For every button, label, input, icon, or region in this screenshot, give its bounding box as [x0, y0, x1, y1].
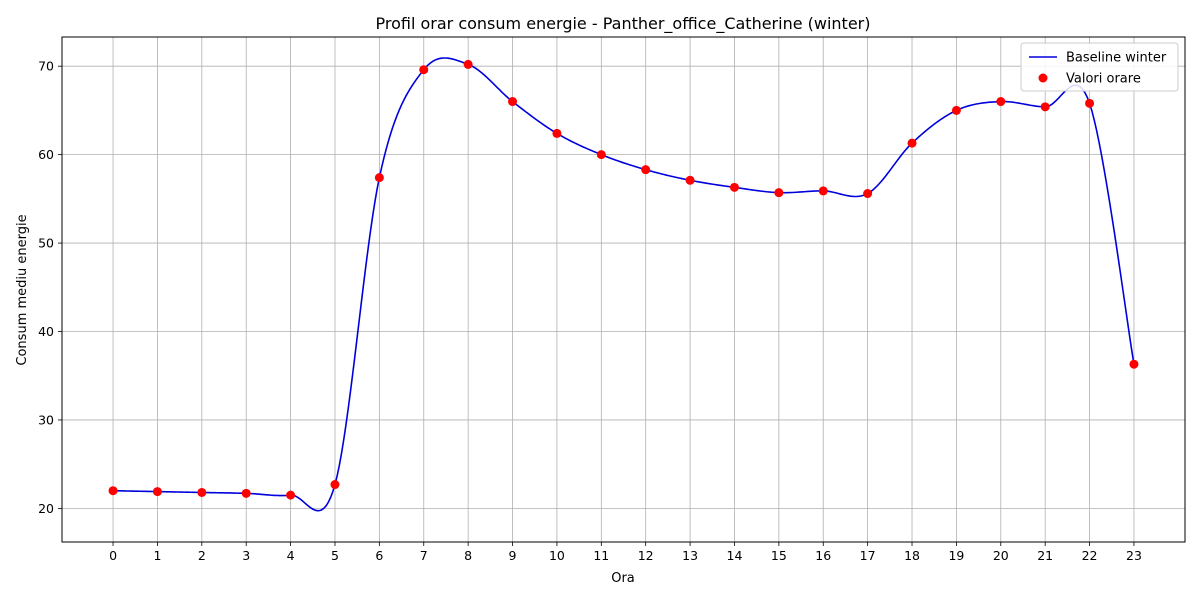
x-tick-label: 23 [1126, 548, 1142, 563]
x-tick-label: 17 [860, 548, 876, 563]
grid [62, 37, 1185, 542]
y-axis: 20 30 40 50 60 70 [38, 59, 62, 516]
data-point [951, 105, 961, 115]
data-point [419, 65, 429, 75]
x-tick-label: 1 [153, 548, 161, 563]
x-tick-label: 21 [1037, 548, 1053, 563]
data-point [774, 188, 784, 198]
legend-label-baseline: Baseline winter [1066, 51, 1167, 66]
x-tick-label: 12 [638, 548, 654, 563]
data-point [729, 182, 739, 192]
y-tick-label: 40 [38, 324, 54, 339]
y-tick-label: 30 [38, 412, 54, 427]
data-point [241, 488, 251, 498]
x-tick-label: 11 [593, 548, 609, 563]
legend-box [1020, 42, 1179, 92]
data-point [685, 175, 695, 185]
data-point [286, 490, 296, 500]
data-point [508, 97, 518, 107]
x-tick-label: 4 [287, 548, 295, 563]
x-axis: 0 1 2 3 4 5 6 7 8 9 10 11 12 13 14 15 16 17 18 19 20 21 22 23 [109, 542, 1142, 563]
plot-frame [61, 36, 1186, 543]
line-layer [113, 57, 1135, 512]
y-tick-label: 60 [38, 147, 54, 162]
legend-point-swatch [1038, 73, 1048, 83]
x-tick-label: 16 [815, 548, 831, 563]
x-tick-label: 22 [1082, 548, 1098, 563]
data-point [152, 487, 162, 497]
baseline-series-line [113, 57, 1135, 512]
x-tick-label: 13 [682, 548, 698, 563]
data-point [907, 138, 917, 148]
data-point [1040, 102, 1050, 112]
x-tick-label: 20 [993, 548, 1009, 563]
x-tick-label: 3 [242, 548, 250, 563]
data-point [374, 173, 384, 183]
x-tick-label: 14 [727, 548, 743, 563]
data-point [1085, 98, 1095, 108]
data-point [330, 480, 340, 490]
scatter-layer [108, 59, 1139, 500]
x-axis-label: Ora [611, 571, 635, 586]
x-tick-label: 18 [904, 548, 920, 563]
y-tick-label: 70 [38, 59, 54, 74]
legend-label-valori: Valori orare [1066, 72, 1141, 87]
x-tick-label: 5 [331, 548, 339, 563]
data-point [596, 150, 606, 160]
data-point [641, 165, 651, 175]
data-point [108, 486, 118, 496]
y-tick-label: 50 [38, 236, 54, 251]
x-tick-label: 2 [198, 548, 206, 563]
x-tick-label: 9 [509, 548, 517, 563]
x-tick-label: 19 [948, 548, 964, 563]
data-point [818, 186, 828, 196]
data-point [197, 487, 207, 497]
data-point [863, 189, 873, 199]
x-tick-label: 8 [464, 548, 472, 563]
data-point [552, 128, 562, 138]
data-point [996, 97, 1006, 107]
x-tick-label: 15 [771, 548, 787, 563]
y-axis-label: Consum mediu energie [15, 214, 30, 365]
x-tick-label: 0 [109, 548, 117, 563]
data-point [1129, 359, 1139, 369]
y-tick-label: 20 [38, 501, 54, 516]
chart-title: Profil orar consum energie - Panther_off… [375, 14, 870, 34]
x-tick-label: 6 [375, 548, 383, 563]
legend: Baseline winter Valori orare [1020, 42, 1179, 92]
x-tick-label: 10 [549, 548, 565, 563]
data-point [463, 59, 473, 69]
x-tick-label: 7 [420, 548, 428, 563]
